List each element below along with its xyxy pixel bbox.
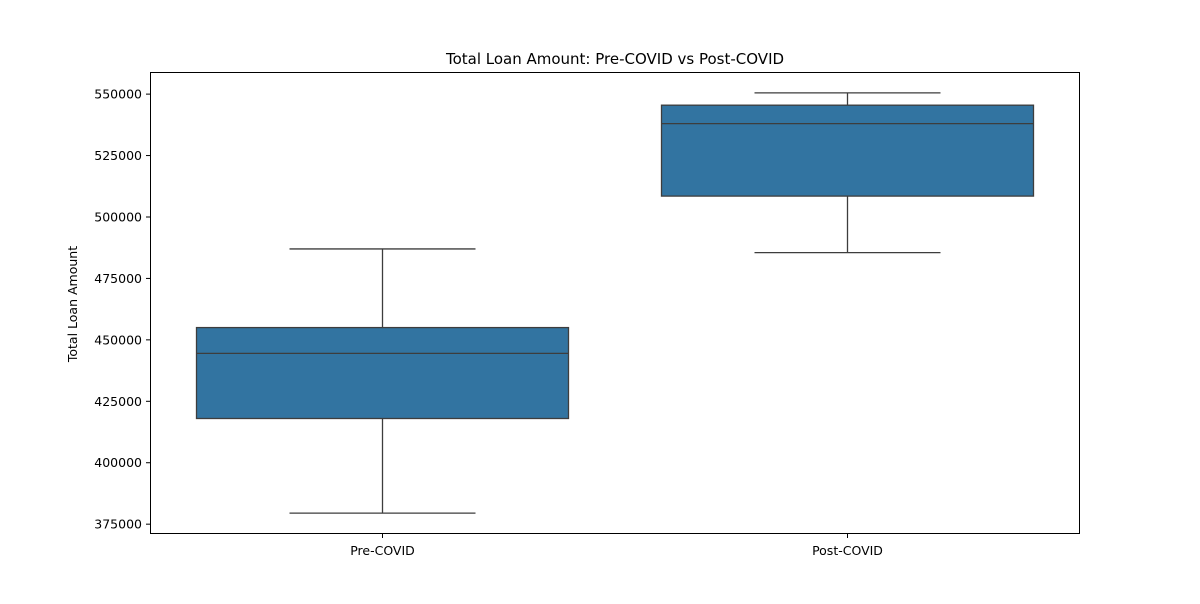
y-tick-label: 400000 <box>94 455 142 470</box>
ticks-layer: 375000 400000 425000 450000 475000 500000 5250… <box>94 87 883 558</box>
y-tick-label: 550000 <box>94 87 142 102</box>
y-tick-label: 525000 <box>94 148 142 163</box>
iqr-box <box>195 326 570 420</box>
iqr-box <box>660 104 1035 197</box>
y-tick-label: 375000 <box>94 517 142 532</box>
x-tick-label: Pre-COVID <box>350 543 415 558</box>
y-tick-label: 500000 <box>94 209 142 224</box>
box-group <box>660 92 1035 254</box>
y-tick-label: 450000 <box>94 332 142 347</box>
box-group <box>195 248 570 514</box>
y-axis-label: Total Loan Amount <box>65 246 80 363</box>
x-tick-label: Post-COVID <box>812 543 883 558</box>
boxes-layer <box>195 92 1035 514</box>
plot-frame <box>150 72 1080 534</box>
chart-title: Total Loan Amount: Pre-COVID vs Post-COV… <box>445 50 784 68</box>
y-tick-label: 475000 <box>94 271 142 286</box>
y-tick-label: 425000 <box>94 394 142 409</box>
